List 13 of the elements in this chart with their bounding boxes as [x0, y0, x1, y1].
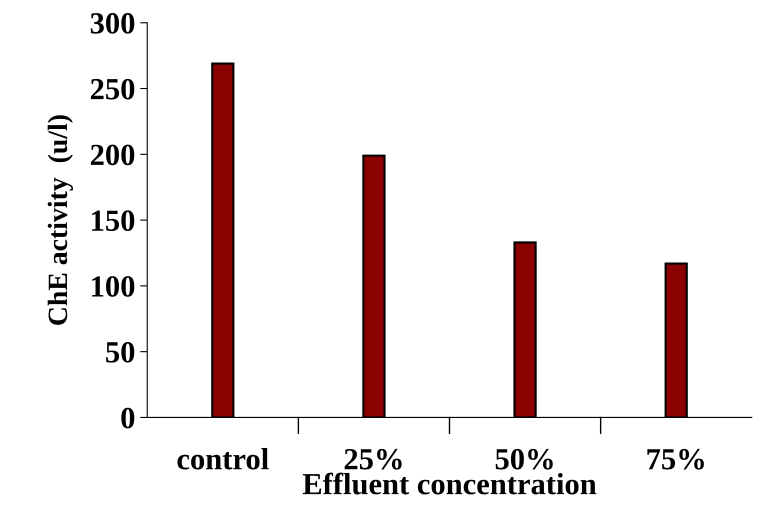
y-axis-title: ChE activity (u/l) [48, 115, 73, 325]
x-axis-title: Effluent concentration [302, 472, 596, 495]
y-tick-label: 300 [90, 13, 134, 34]
x-tick-label: 50% [496, 448, 553, 470]
y-tick-label: 50 [106, 342, 134, 363]
x-tick-label: 75% [647, 448, 704, 470]
x-tick-label: control [177, 448, 269, 470]
y-tick-label: 150 [92, 210, 134, 232]
y-tick-label: 250 [90, 78, 134, 100]
y-tick-label: 100 [92, 276, 134, 297]
x-tick-label: 25% [344, 448, 402, 470]
y-tick-label: 200 [90, 144, 134, 166]
y-tick-label: 0 [121, 408, 134, 428]
